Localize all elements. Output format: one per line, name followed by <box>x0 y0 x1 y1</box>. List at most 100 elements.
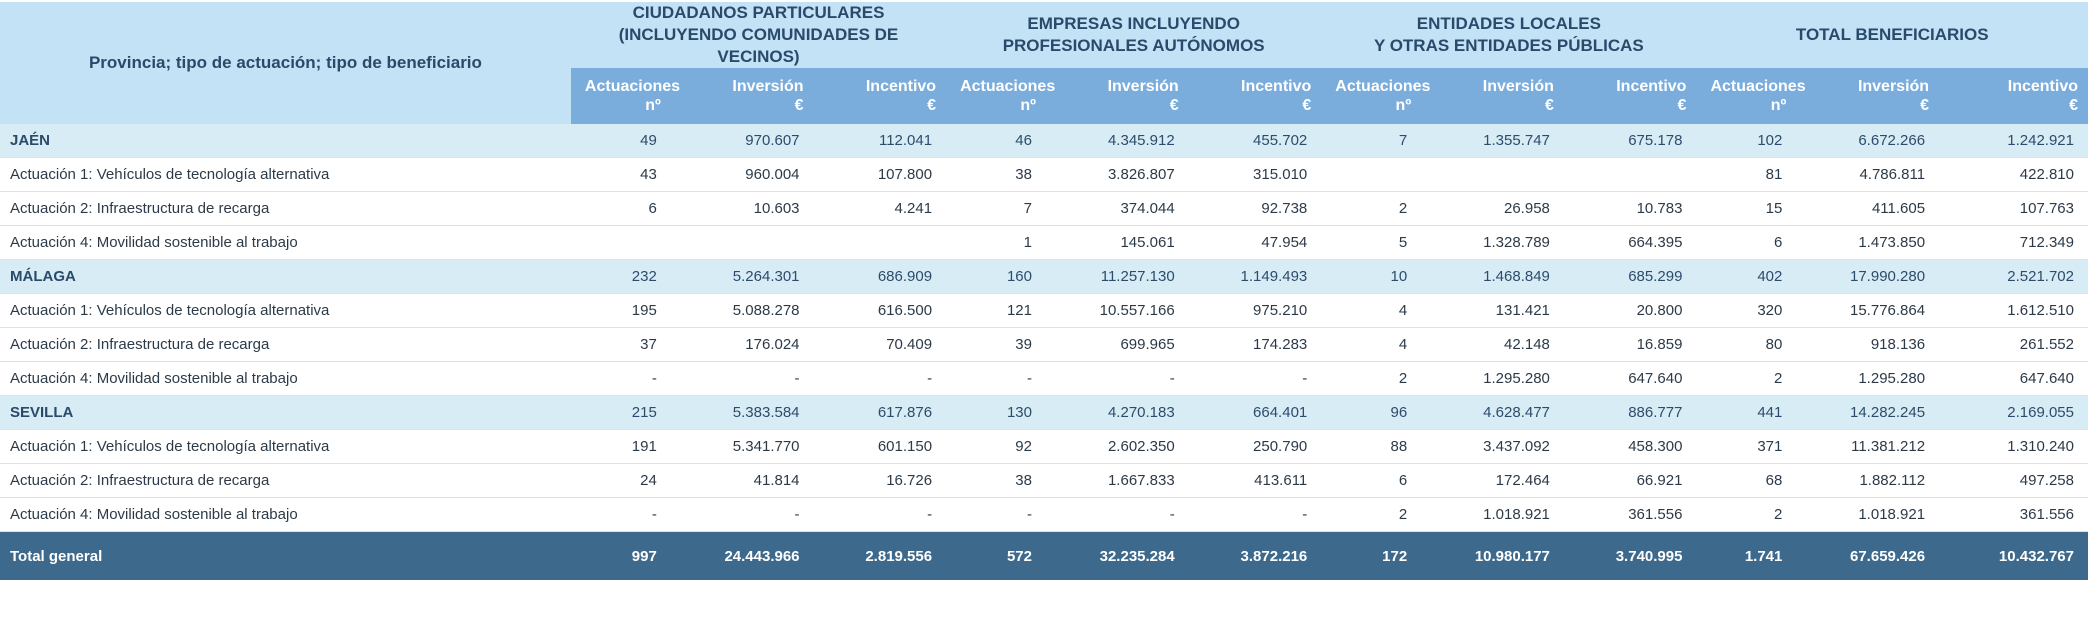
cell-value: 232 <box>570 259 671 294</box>
cell-value: 664.401 <box>1188 395 1322 430</box>
cell-value: 361.556 <box>1563 497 1697 532</box>
cell-value: - <box>946 361 1046 396</box>
cell-value: 458.300 <box>1563 429 1697 464</box>
cell-value: 675.178 <box>1563 124 1697 158</box>
cell-value: 685.299 <box>1563 259 1697 294</box>
subheader-incentivo: Incentivo € <box>1563 68 1697 124</box>
cell-value: 2 <box>1696 361 1797 396</box>
cell-value: 664.395 <box>1563 225 1697 260</box>
cell-value: 2.819.556 <box>813 531 947 580</box>
cell-value: 7 <box>1321 124 1422 158</box>
cell-value: 3.872.216 <box>1188 531 1322 580</box>
cell-value: 10.980.177 <box>1421 531 1564 580</box>
cell-value: 455.702 <box>1188 124 1322 158</box>
cell-value: 4.786.811 <box>1796 157 1940 192</box>
cell-value: 67.659.426 <box>1796 531 1940 580</box>
cell-value: 10.557.166 <box>1045 293 1189 328</box>
cell-value: 130 <box>946 395 1046 430</box>
cell-value: 3.740.995 <box>1563 531 1697 580</box>
cell-value: 176.024 <box>670 327 814 362</box>
cell-value: 1.018.921 <box>1796 497 1940 532</box>
cell-value: 70.409 <box>813 327 947 362</box>
cell-value: 11.381.212 <box>1796 429 1940 464</box>
cell-value: - <box>570 361 671 396</box>
cell-value: 1.149.493 <box>1188 259 1322 294</box>
cell-value: 4.628.477 <box>1421 395 1564 430</box>
header-group-entidades: ENTIDADES LOCALES Y OTRAS ENTIDADES PÚBLI… <box>1321 2 1697 68</box>
cell-value: 886.777 <box>1563 395 1697 430</box>
cell-value: 26.958 <box>1421 191 1564 226</box>
cell-value: 402 <box>1696 259 1797 294</box>
cell-value: 43 <box>570 157 671 192</box>
cell-value: 1.473.850 <box>1796 225 1940 260</box>
cell-value: 10 <box>1321 259 1422 294</box>
cell-value: 68 <box>1696 463 1797 498</box>
cell-value: 92 <box>946 429 1046 464</box>
cell-value <box>670 225 814 260</box>
cell-value: 4.345.912 <box>1045 124 1189 158</box>
cell-value: 1.295.280 <box>1421 361 1564 396</box>
cell-value: 970.607 <box>670 124 814 158</box>
cell-value: 647.640 <box>1563 361 1697 396</box>
cell-value: - <box>1188 497 1322 532</box>
cell-value: 647.640 <box>1939 361 2088 396</box>
cell-value: 2 <box>1321 191 1422 226</box>
cell-value: 320 <box>1696 293 1797 328</box>
cell-value: 497.258 <box>1939 463 2088 498</box>
row-label: Actuación 4: Movilidad sostenible al tra… <box>0 361 571 396</box>
cell-value: 47.954 <box>1188 225 1322 260</box>
cell-value: 1.667.833 <box>1045 463 1189 498</box>
cell-value: 250.790 <box>1188 429 1322 464</box>
province-row: SEVILLA 215 5.383.584 617.876 130 4.270.183 66… <box>0 395 2088 430</box>
beneficiarios-table: Provincia; tipo de actuación; tipo de be… <box>0 2 2088 580</box>
table-row: Actuación 2: Infraestructura de recarga 3… <box>0 327 2088 362</box>
table-row: Actuación 2: Infraestructura de recarga 6… <box>0 191 2088 226</box>
subheader-incentivo: Incentivo € <box>813 68 947 124</box>
table-row: Actuación 1: Vehículos de tecnología alt… <box>0 293 2088 328</box>
cell-value: 5 <box>1321 225 1422 260</box>
cell-value: 686.909 <box>813 259 947 294</box>
cell-value: 174.283 <box>1188 327 1322 362</box>
cell-value: 5.341.770 <box>670 429 814 464</box>
row-label: Actuación 4: Movilidad sostenible al tra… <box>0 225 571 260</box>
cell-value: 160 <box>946 259 1046 294</box>
cell-value: 112.041 <box>813 124 947 158</box>
cell-value: 1.328.789 <box>1421 225 1564 260</box>
cell-value: 617.876 <box>813 395 947 430</box>
table-row: Actuación 2: Infraestructura de recarga 2… <box>0 463 2088 498</box>
row-label: Actuación 1: Vehículos de tecnología alt… <box>0 157 571 192</box>
cell-value: 92.738 <box>1188 191 1322 226</box>
subheader-inversion: Inversión € <box>1796 68 1940 124</box>
cell-value: 2.602.350 <box>1045 429 1189 464</box>
cell-value <box>1321 157 1422 192</box>
cell-value <box>813 225 947 260</box>
table-row: Actuación 1: Vehículos de tecnología alt… <box>0 429 2088 464</box>
cell-value: 46 <box>946 124 1046 158</box>
subheader-inversion: Inversión € <box>1421 68 1564 124</box>
table-row: Actuación 4: Movilidad sostenible al tra… <box>0 361 2088 396</box>
subheader-inversion: Inversión € <box>1045 68 1189 124</box>
row-label: Actuación 2: Infraestructura de recarga <box>0 463 571 498</box>
row-label: Actuación 2: Infraestructura de recarga <box>0 327 571 362</box>
cell-value: 2 <box>1321 497 1422 532</box>
cell-value: 699.965 <box>1045 327 1189 362</box>
cell-value: 15.776.864 <box>1796 293 1940 328</box>
cell-value: 1.355.747 <box>1421 124 1564 158</box>
cell-value: - <box>570 497 671 532</box>
subheader-actuaciones: Actuaciones nº <box>1321 68 1430 124</box>
cell-value: 5.088.278 <box>670 293 814 328</box>
cell-value: 38 <box>946 157 1046 192</box>
cell-value: 96 <box>1321 395 1422 430</box>
cell-value: 411.605 <box>1796 191 1940 226</box>
cell-value: 32.235.284 <box>1045 531 1189 580</box>
cell-value: 195 <box>570 293 671 328</box>
cell-value: 601.150 <box>813 429 947 464</box>
cell-value: 1.741 <box>1696 531 1797 580</box>
cell-value: 42.148 <box>1421 327 1564 362</box>
cell-value: 131.421 <box>1421 293 1564 328</box>
cell-value: 80 <box>1696 327 1797 362</box>
cell-value: 107.763 <box>1939 191 2088 226</box>
subheader-incentivo: Incentivo € <box>1188 68 1322 124</box>
subheader-inversion: Inversión € <box>670 68 814 124</box>
subheader-actuaciones: Actuaciones nº <box>946 68 1055 124</box>
